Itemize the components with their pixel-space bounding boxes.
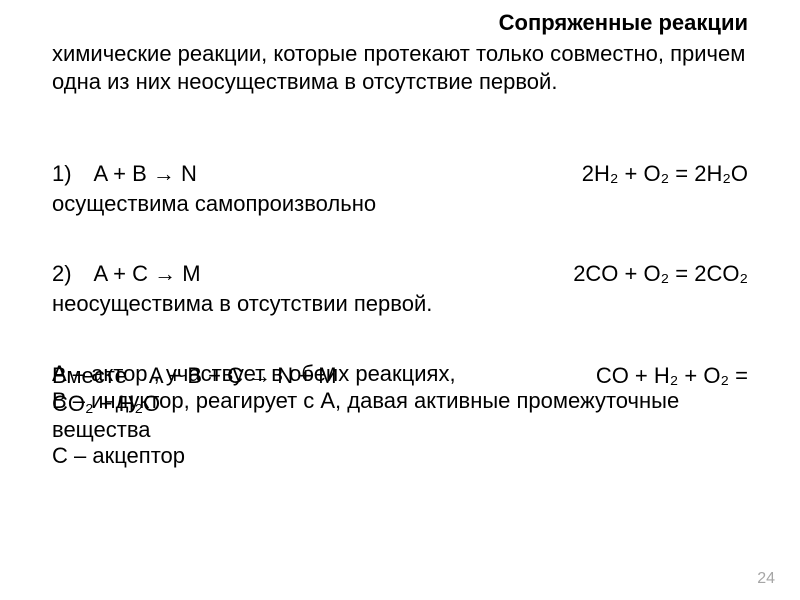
reaction-2-equation: 2) A + C → M — [52, 260, 201, 288]
reaction-2-row: 2) A + C → M 2CO + O₂ = 2CO₂ — [52, 260, 748, 288]
intro-paragraph: химические реакции, которые протекают то… — [52, 40, 748, 95]
reaction-1-note: осуществима самопроизвольно — [52, 190, 748, 218]
reaction-1-equation: 1) A + B → N — [52, 160, 197, 188]
reaction-2-example: 2CO + O₂ = 2CO₂ — [573, 260, 748, 288]
reaction-2-note: неосуществима в отсутствии первой. — [52, 290, 748, 318]
slide-title: Сопряженные реакции — [0, 10, 748, 36]
legend-b: В – индуктор, реагирует с А, давая актив… — [52, 387, 748, 444]
slide-number: 24 — [757, 570, 775, 588]
legend-a: А – актор , участвует в обеих реакциях, — [52, 360, 748, 389]
legend-c: С – акцептор — [52, 442, 748, 471]
reaction-1-example: 2H₂ + O₂ = 2H₂O — [582, 160, 748, 188]
reaction-1-row: 1) A + B → N 2H₂ + O₂ = 2H₂O — [52, 160, 748, 188]
